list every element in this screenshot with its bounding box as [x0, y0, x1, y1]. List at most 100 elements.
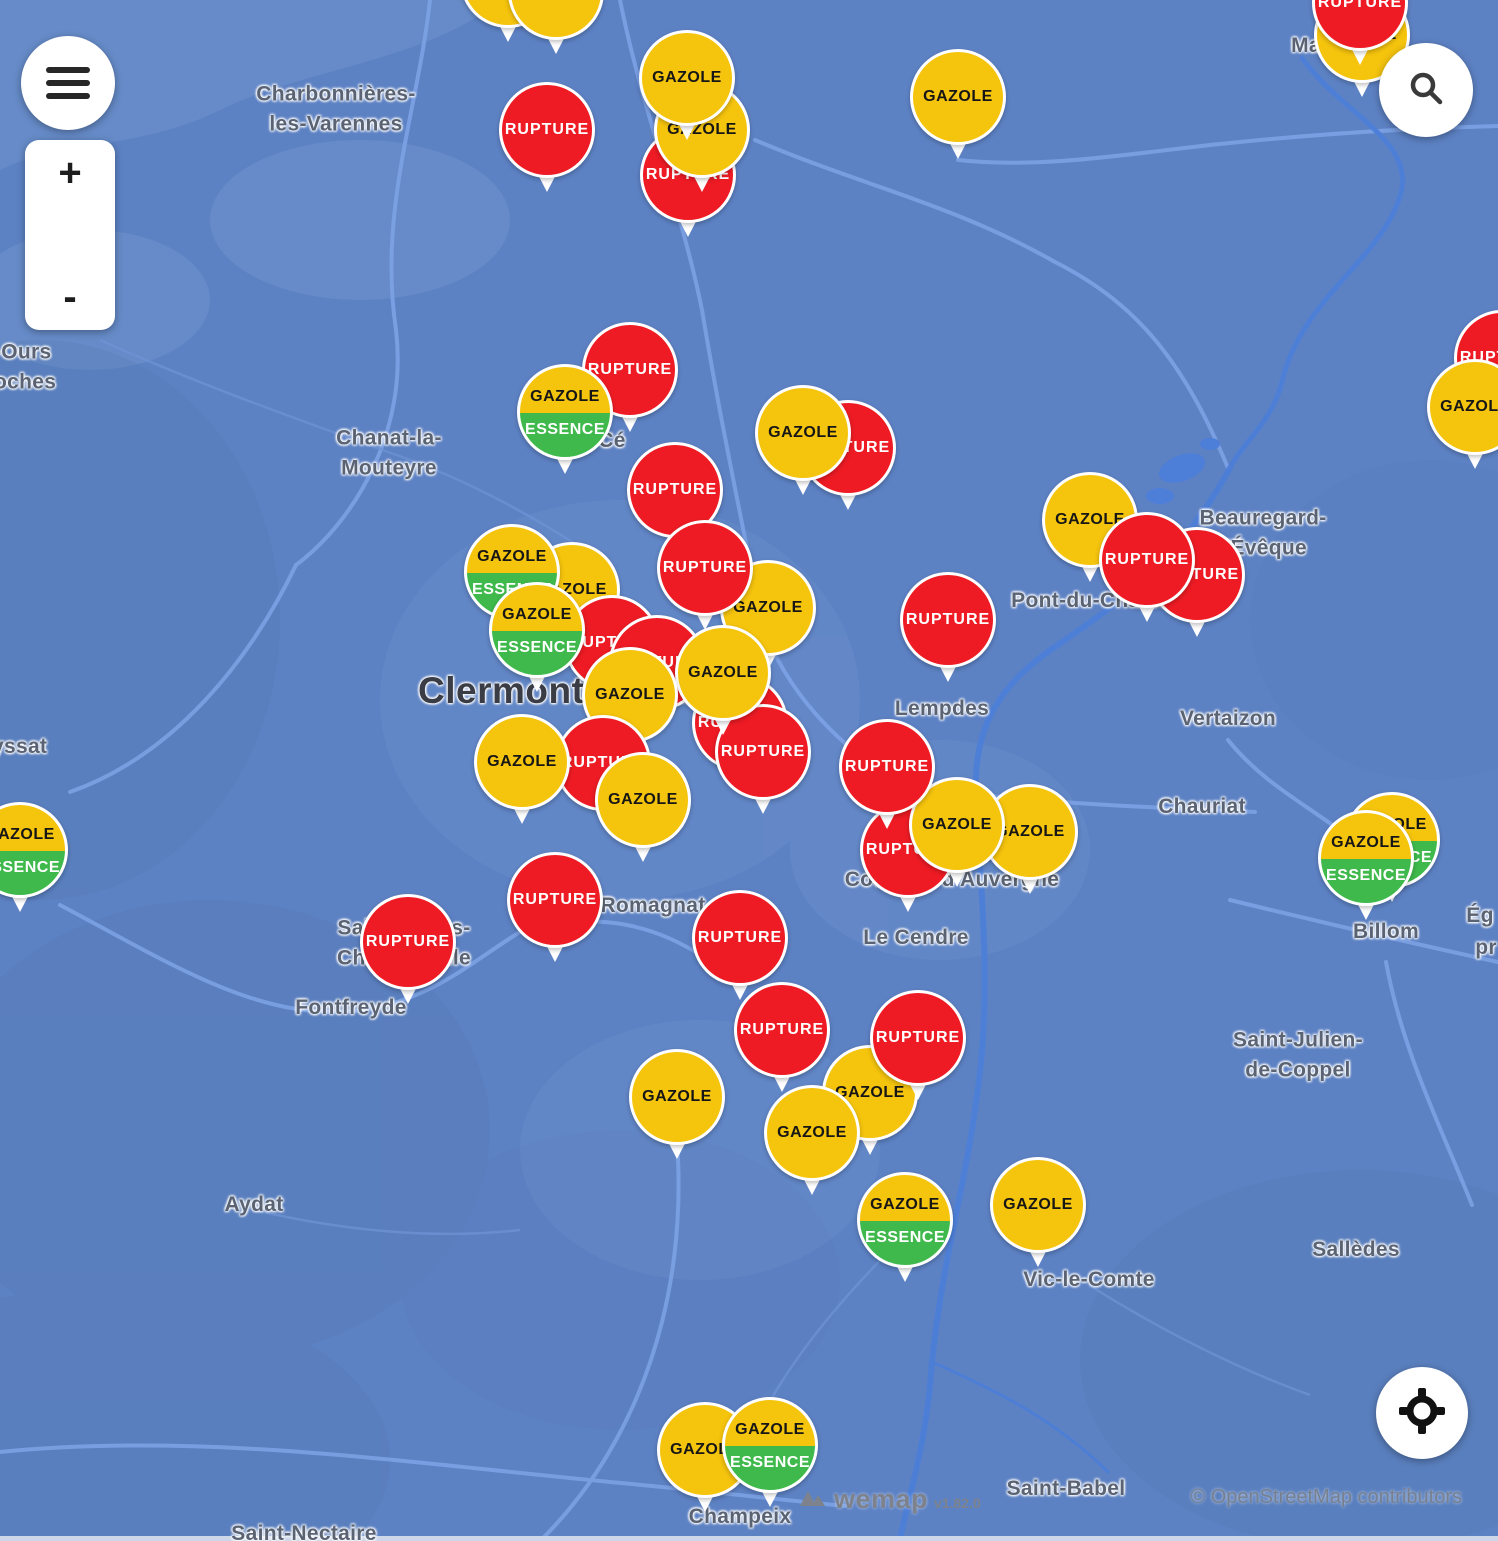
- marker-label: RUPTURE: [1104, 551, 1190, 568]
- marker-label-top: GAZOLE: [735, 1421, 805, 1438]
- marker-circle: GAZOLE: [764, 1085, 860, 1181]
- marker-label-top: GAZOLE: [477, 548, 547, 565]
- marker-rupture[interactable]: RUPTURE: [870, 990, 966, 1100]
- marker-rupture[interactable]: RUPTURE: [839, 719, 935, 829]
- marker-label: GAZOLE: [923, 88, 993, 105]
- marker-label: GAZOLE: [1440, 398, 1498, 415]
- marker-label: RUPTURE: [632, 481, 718, 498]
- marker-rupture[interactable]: RUPTURE: [507, 852, 603, 962]
- marker-gazole-essence[interactable]: GAZOLE ESSENCE: [0, 802, 68, 912]
- marker-label: GAZOLE: [733, 599, 803, 616]
- marker-label: GAZOLE: [995, 823, 1065, 840]
- marker-label: GAZOLE: [777, 1124, 847, 1141]
- marker-gazole[interactable]: GAZOLE: [508, 0, 604, 54]
- marker-circle: GAZOLE: [508, 0, 604, 40]
- marker-label: RUPTURE: [504, 121, 590, 138]
- zoom-out-button[interactable]: -: [25, 277, 115, 317]
- marker-circle: RUPTURE: [499, 82, 595, 178]
- marker-gazole-essence[interactable]: GAZOLE ESSENCE: [857, 1172, 953, 1282]
- hamburger-icon: [46, 67, 90, 99]
- marker-rupture[interactable]: RUPTURE: [657, 520, 753, 630]
- marker-rupture[interactable]: RUPTURE: [1312, 0, 1408, 65]
- marker-gazole[interactable]: GAZOLE: [595, 752, 691, 862]
- marker-circle: RUPTURE: [870, 990, 966, 1086]
- marker-label: RUPTURE: [587, 361, 673, 378]
- marker-circle: RUPTURE: [507, 852, 603, 948]
- marker-gazole-essence[interactable]: GAZOLE ESSENCE: [1318, 810, 1414, 920]
- marker-label: GAZOLE: [1055, 511, 1125, 528]
- marker-label-bottom: ESSENCE: [525, 421, 605, 438]
- marker-label-bottom: ESSENCE: [497, 639, 577, 656]
- marker-label: GAZOLE: [608, 791, 678, 808]
- marker-label-top: GAZOLE: [1331, 834, 1401, 851]
- marker-label: GAZOLE: [487, 753, 557, 770]
- marker-circle: GAZOLE: [595, 752, 691, 848]
- marker-gazole[interactable]: GAZOLE: [675, 625, 771, 735]
- marker-rupture[interactable]: RUPTURE: [692, 890, 788, 1000]
- marker-circle: GAZOLE: [675, 625, 771, 721]
- marker-label: RUPTURE: [512, 891, 598, 908]
- marker-gazole-essence[interactable]: GAZOLE ESSENCE: [722, 1397, 818, 1507]
- marker-circle: RUPTURE: [734, 982, 830, 1078]
- marker-label: RUPTURE: [365, 933, 451, 950]
- marker-label-top: GAZOLE: [870, 1196, 940, 1213]
- marker-label: RUPTURE: [844, 758, 930, 775]
- marker-label-bottom: ESSENCE: [730, 1454, 810, 1471]
- marker-label: RUPTURE: [875, 1029, 961, 1046]
- marker-label: RUPTURE: [905, 611, 991, 628]
- marker-gazole[interactable]: GAZOLE: [990, 1157, 1086, 1267]
- marker-gazole[interactable]: GAZOLE: [639, 30, 735, 140]
- marker-circle: GAZOLE: [639, 30, 735, 126]
- marker-label: RUPTURE: [739, 1021, 825, 1038]
- marker-label: RUPTURE: [1317, 0, 1403, 11]
- locate-button[interactable]: [1376, 1367, 1468, 1459]
- zoom-panel: + -: [25, 140, 115, 330]
- marker-rupture[interactable]: RUPTURE: [499, 82, 595, 192]
- marker-gazole-essence[interactable]: GAZOLE ESSENCE: [517, 364, 613, 474]
- marker-gazole[interactable]: GAZOLE: [629, 1049, 725, 1159]
- marker-circle: GAZOLE: [1427, 359, 1498, 455]
- marker-gazole[interactable]: GAZOLE: [474, 714, 570, 824]
- marker-label-bottom: ESSENCE: [0, 859, 60, 876]
- marker-label: GAZOLE: [768, 424, 838, 441]
- marker-label: GAZOLE: [1003, 1196, 1073, 1213]
- marker-circle: GAZOLE: [629, 1049, 725, 1145]
- zoom-in-button[interactable]: +: [25, 153, 115, 193]
- marker-circle: GAZOLE ESSENCE: [489, 582, 585, 678]
- marker-label-top: GAZOLE: [502, 606, 572, 623]
- marker-label-top: GAZOLE: [530, 388, 600, 405]
- marker-circle: GAZOLE: [755, 385, 851, 481]
- marker-rupture[interactable]: RUPTURE: [734, 982, 830, 1092]
- marker-label-top: GAZOLE: [0, 826, 55, 843]
- marker-rupture[interactable]: RUPTURE: [360, 894, 456, 1004]
- marker-circle: RUPTURE: [1099, 512, 1195, 608]
- marker-label: GAZOLE: [688, 664, 758, 681]
- marker-circle: GAZOLE: [982, 784, 1078, 880]
- marker-circle: GAZOLE ESSENCE: [0, 802, 68, 898]
- marker-rupture[interactable]: RUPTURE: [1099, 512, 1195, 622]
- marker-gazole[interactable]: GAZOLE: [764, 1085, 860, 1195]
- marker-circle: GAZOLE: [474, 714, 570, 810]
- marker-circle: GAZOLE: [910, 49, 1006, 145]
- marker-circle: RUPTURE: [900, 572, 996, 668]
- marker-circle: GAZOLE ESSENCE: [1318, 810, 1414, 906]
- marker-label-bottom: ESSENCE: [865, 1229, 945, 1246]
- marker-label: GAZOLE: [595, 686, 665, 703]
- marker-gazole-essence[interactable]: GAZOLE ESSENCE: [489, 582, 585, 692]
- marker-gazole[interactable]: GAZOLE: [755, 385, 851, 495]
- marker-label: RUPTURE: [662, 559, 748, 576]
- menu-button[interactable]: [21, 36, 115, 130]
- crosshair-icon: [1399, 1387, 1445, 1439]
- marker-gazole[interactable]: GAZOLE: [910, 49, 1006, 159]
- marker-circle: GAZOLE ESSENCE: [722, 1397, 818, 1493]
- marker-gazole[interactable]: GAZOLE: [1427, 359, 1498, 469]
- marker-rupture[interactable]: RUPTURE: [900, 572, 996, 682]
- search-icon: [1406, 68, 1446, 113]
- marker-circle: RUPTURE: [360, 894, 456, 990]
- marker-label: RUPTURE: [720, 743, 806, 760]
- marker-circle: RUPTURE: [839, 719, 935, 815]
- marker-label: GAZOLE: [835, 1084, 905, 1101]
- marker-rupture[interactable]: RUPTURE: [860, 802, 956, 912]
- search-button[interactable]: [1379, 43, 1473, 137]
